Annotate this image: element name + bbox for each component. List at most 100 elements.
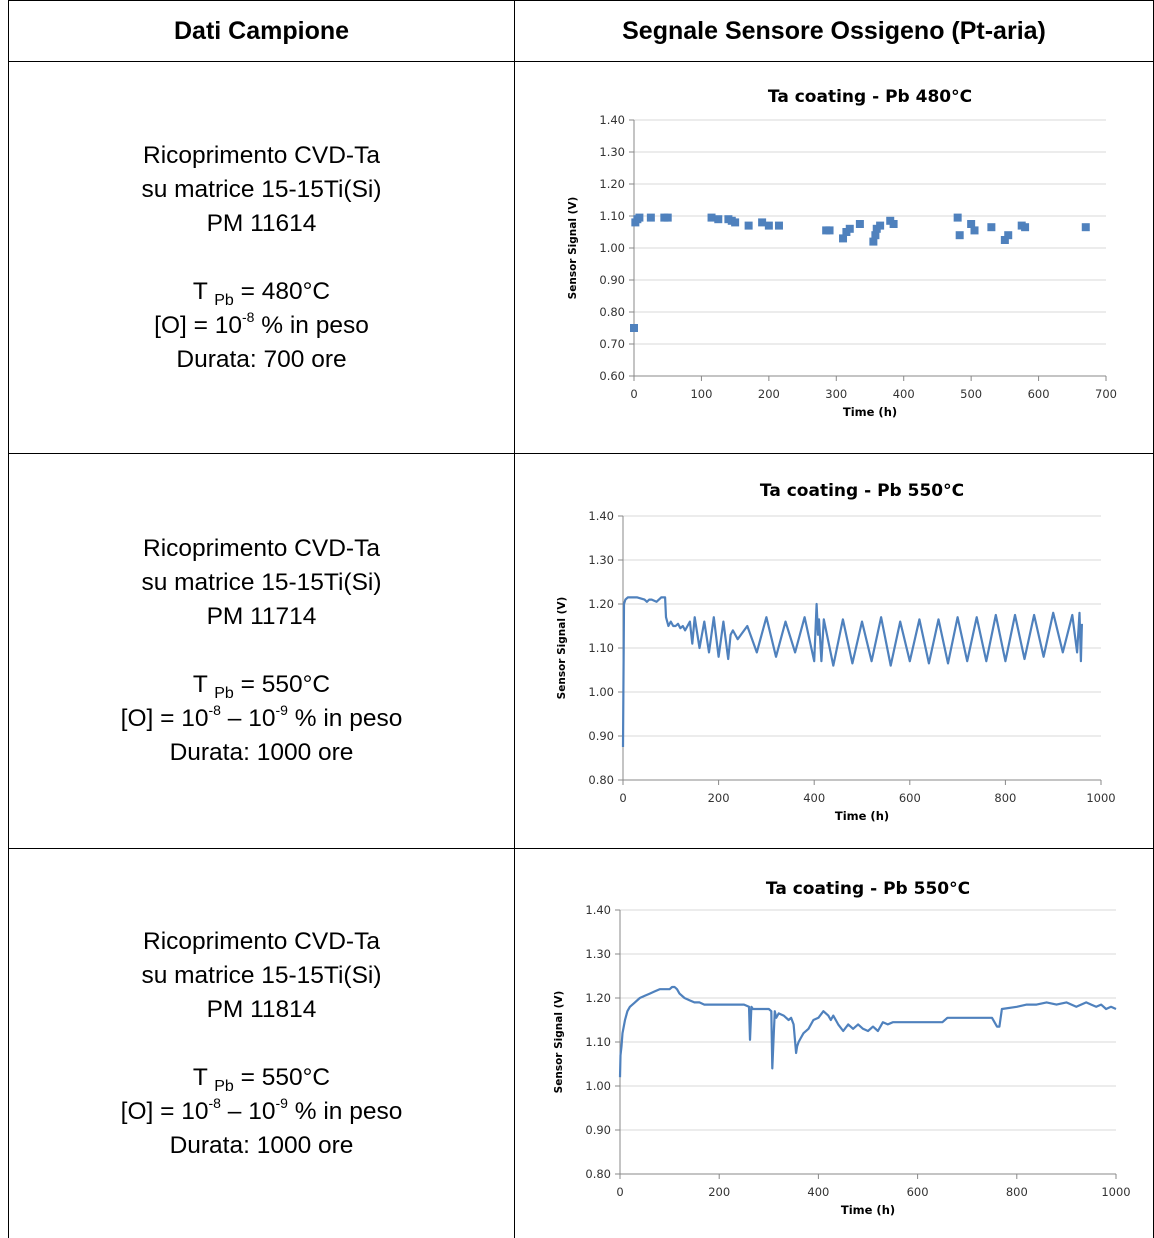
chart-title: Ta coating - Pb 480°C xyxy=(768,87,972,107)
sample-cell-1: Ricoprimento CVD-Ta su matrice 15-15Ti(S… xyxy=(9,62,514,453)
series-line xyxy=(621,596,1083,748)
duration: Durata: 700 ore xyxy=(176,345,347,373)
y-tick-label: 0.90 xyxy=(599,273,625,287)
oxygen-concentration: [O] = 10-8 – 10-9 % in peso xyxy=(120,702,403,732)
y-axis-label: Sensor Signal (V) xyxy=(553,991,565,1094)
header-oxygen-signal: Segnale Sensore Ossigeno (Pt-aria) xyxy=(622,16,1046,45)
y-tick-label: 0.60 xyxy=(599,369,625,383)
x-tick-label: 400 xyxy=(807,1185,829,1199)
data-point xyxy=(953,213,962,222)
sample-line: Ricoprimento CVD-Ta xyxy=(143,927,380,955)
y-tick-label: 0.90 xyxy=(588,729,614,743)
chart-title: Ta coating - Pb 550°C xyxy=(766,879,970,899)
x-tick-label: 400 xyxy=(803,791,825,805)
y-tick-label: 1.30 xyxy=(599,145,625,159)
sample-id: PM 11814 xyxy=(206,995,317,1023)
sample-id: PM 11614 xyxy=(206,209,317,237)
y-tick-label: 1.40 xyxy=(588,509,614,523)
y-tick-label: 0.80 xyxy=(588,773,614,787)
data-point xyxy=(758,218,767,227)
data-point xyxy=(987,223,996,232)
y-tick-label: 0.80 xyxy=(599,305,625,319)
sample-cell-3: Ricoprimento CVD-Ta su matrice 15-15Ti(S… xyxy=(9,849,514,1238)
sample-cell-2: Ricoprimento CVD-Ta su matrice 15-15Ti(S… xyxy=(9,454,514,848)
y-tick-label: 1.00 xyxy=(599,241,625,255)
data-point xyxy=(1004,231,1013,240)
x-tick-label: 300 xyxy=(825,387,847,401)
x-tick-label: 700 xyxy=(1095,387,1117,401)
x-tick-label: 1000 xyxy=(1086,791,1115,805)
table-divider xyxy=(514,0,515,1238)
sample-id: PM 11714 xyxy=(206,603,317,630)
data-point xyxy=(839,234,848,243)
data-point xyxy=(825,226,834,235)
y-tick-label: 1.00 xyxy=(588,685,614,699)
data-point xyxy=(714,215,723,224)
x-axis-label: Time (h) xyxy=(843,405,897,419)
x-tick-label: 1000 xyxy=(1101,1185,1130,1199)
sample-line: Ricoprimento CVD-Ta xyxy=(143,141,380,169)
y-tick-label: 1.20 xyxy=(599,177,625,191)
x-tick-label: 200 xyxy=(708,791,730,805)
lead-temperature: T Pb = 550°C xyxy=(192,671,331,702)
row-rule-2 xyxy=(8,848,1154,849)
table-border-left xyxy=(8,0,9,1238)
y-tick-label: 1.30 xyxy=(585,947,611,961)
data-point xyxy=(764,221,773,230)
x-tick-label: 400 xyxy=(893,387,915,401)
chart-title: Ta coating - Pb 550°C xyxy=(760,481,964,501)
chart-pb-480: Ta coating - Pb 480°C 0.60 0.70 0.80 0.90 1.0… xyxy=(567,87,1117,419)
x-tick-label: 200 xyxy=(708,1185,730,1199)
x-tick-label: 0 xyxy=(616,1185,623,1199)
data-point xyxy=(630,324,638,332)
y-tick-label: 1.40 xyxy=(585,903,611,917)
x-axis-label: Time (h) xyxy=(841,1203,895,1217)
x-tick-label: 600 xyxy=(899,791,921,805)
header-sample-data: Dati Campione xyxy=(173,16,350,45)
data-point xyxy=(876,221,885,230)
y-tick-label: 1.30 xyxy=(588,553,614,567)
data-point xyxy=(889,220,898,228)
data-point xyxy=(731,218,740,227)
series-line xyxy=(618,985,1117,1078)
x-tick-label: 800 xyxy=(994,791,1016,805)
data-point xyxy=(955,231,964,240)
row-rule-1 xyxy=(8,453,1154,454)
data-point xyxy=(871,231,880,240)
data-point xyxy=(774,221,783,230)
data-point xyxy=(646,213,655,222)
x-tick-label: 100 xyxy=(690,387,712,401)
y-tick-label: 0.80 xyxy=(585,1167,611,1181)
y-axis-label: Sensor Signal (V) xyxy=(567,197,579,300)
data-point xyxy=(707,213,716,222)
data-point xyxy=(1021,223,1030,232)
data-point xyxy=(663,213,672,222)
sample-line: su matrice 15-15Ti(Si) xyxy=(141,961,382,989)
lead-temperature: T Pb = 550°C xyxy=(192,1063,331,1095)
x-tick-label: 600 xyxy=(907,1185,929,1199)
chart-pb-550-b: Ta coating - Pb 550°C 0.80 0.90 1.00 1.10 1.2… xyxy=(553,879,1131,1217)
data-point xyxy=(855,220,864,228)
data-point xyxy=(967,220,976,228)
y-tick-label: 1.10 xyxy=(599,209,625,223)
y-tick-label: 1.20 xyxy=(588,597,614,611)
data-point xyxy=(1000,236,1009,244)
y-tick-label: 1.40 xyxy=(599,113,625,127)
y-tick-label: 0.70 xyxy=(599,337,625,351)
y-tick-label: 1.00 xyxy=(585,1079,611,1093)
x-tick-label: 500 xyxy=(960,387,982,401)
x-tick-label: 800 xyxy=(1006,1185,1028,1199)
x-tick-label: 200 xyxy=(758,387,780,401)
y-tick-label: 0.90 xyxy=(585,1123,611,1137)
header-rule xyxy=(8,61,1154,62)
x-tick-label: 0 xyxy=(630,387,637,401)
y-axis-label: Sensor Signal (V) xyxy=(556,597,568,700)
y-tick-label: 1.20 xyxy=(585,991,611,1005)
y-tick-label: 1.10 xyxy=(588,641,614,655)
data-point xyxy=(744,221,753,230)
y-tick-label: 1.10 xyxy=(585,1035,611,1049)
duration: Durata: 1000 ore xyxy=(169,1131,354,1159)
table-border-top xyxy=(8,0,1154,1)
data-point xyxy=(845,224,854,233)
oxygen-concentration: [O] = 10-8 % in peso xyxy=(154,308,369,339)
